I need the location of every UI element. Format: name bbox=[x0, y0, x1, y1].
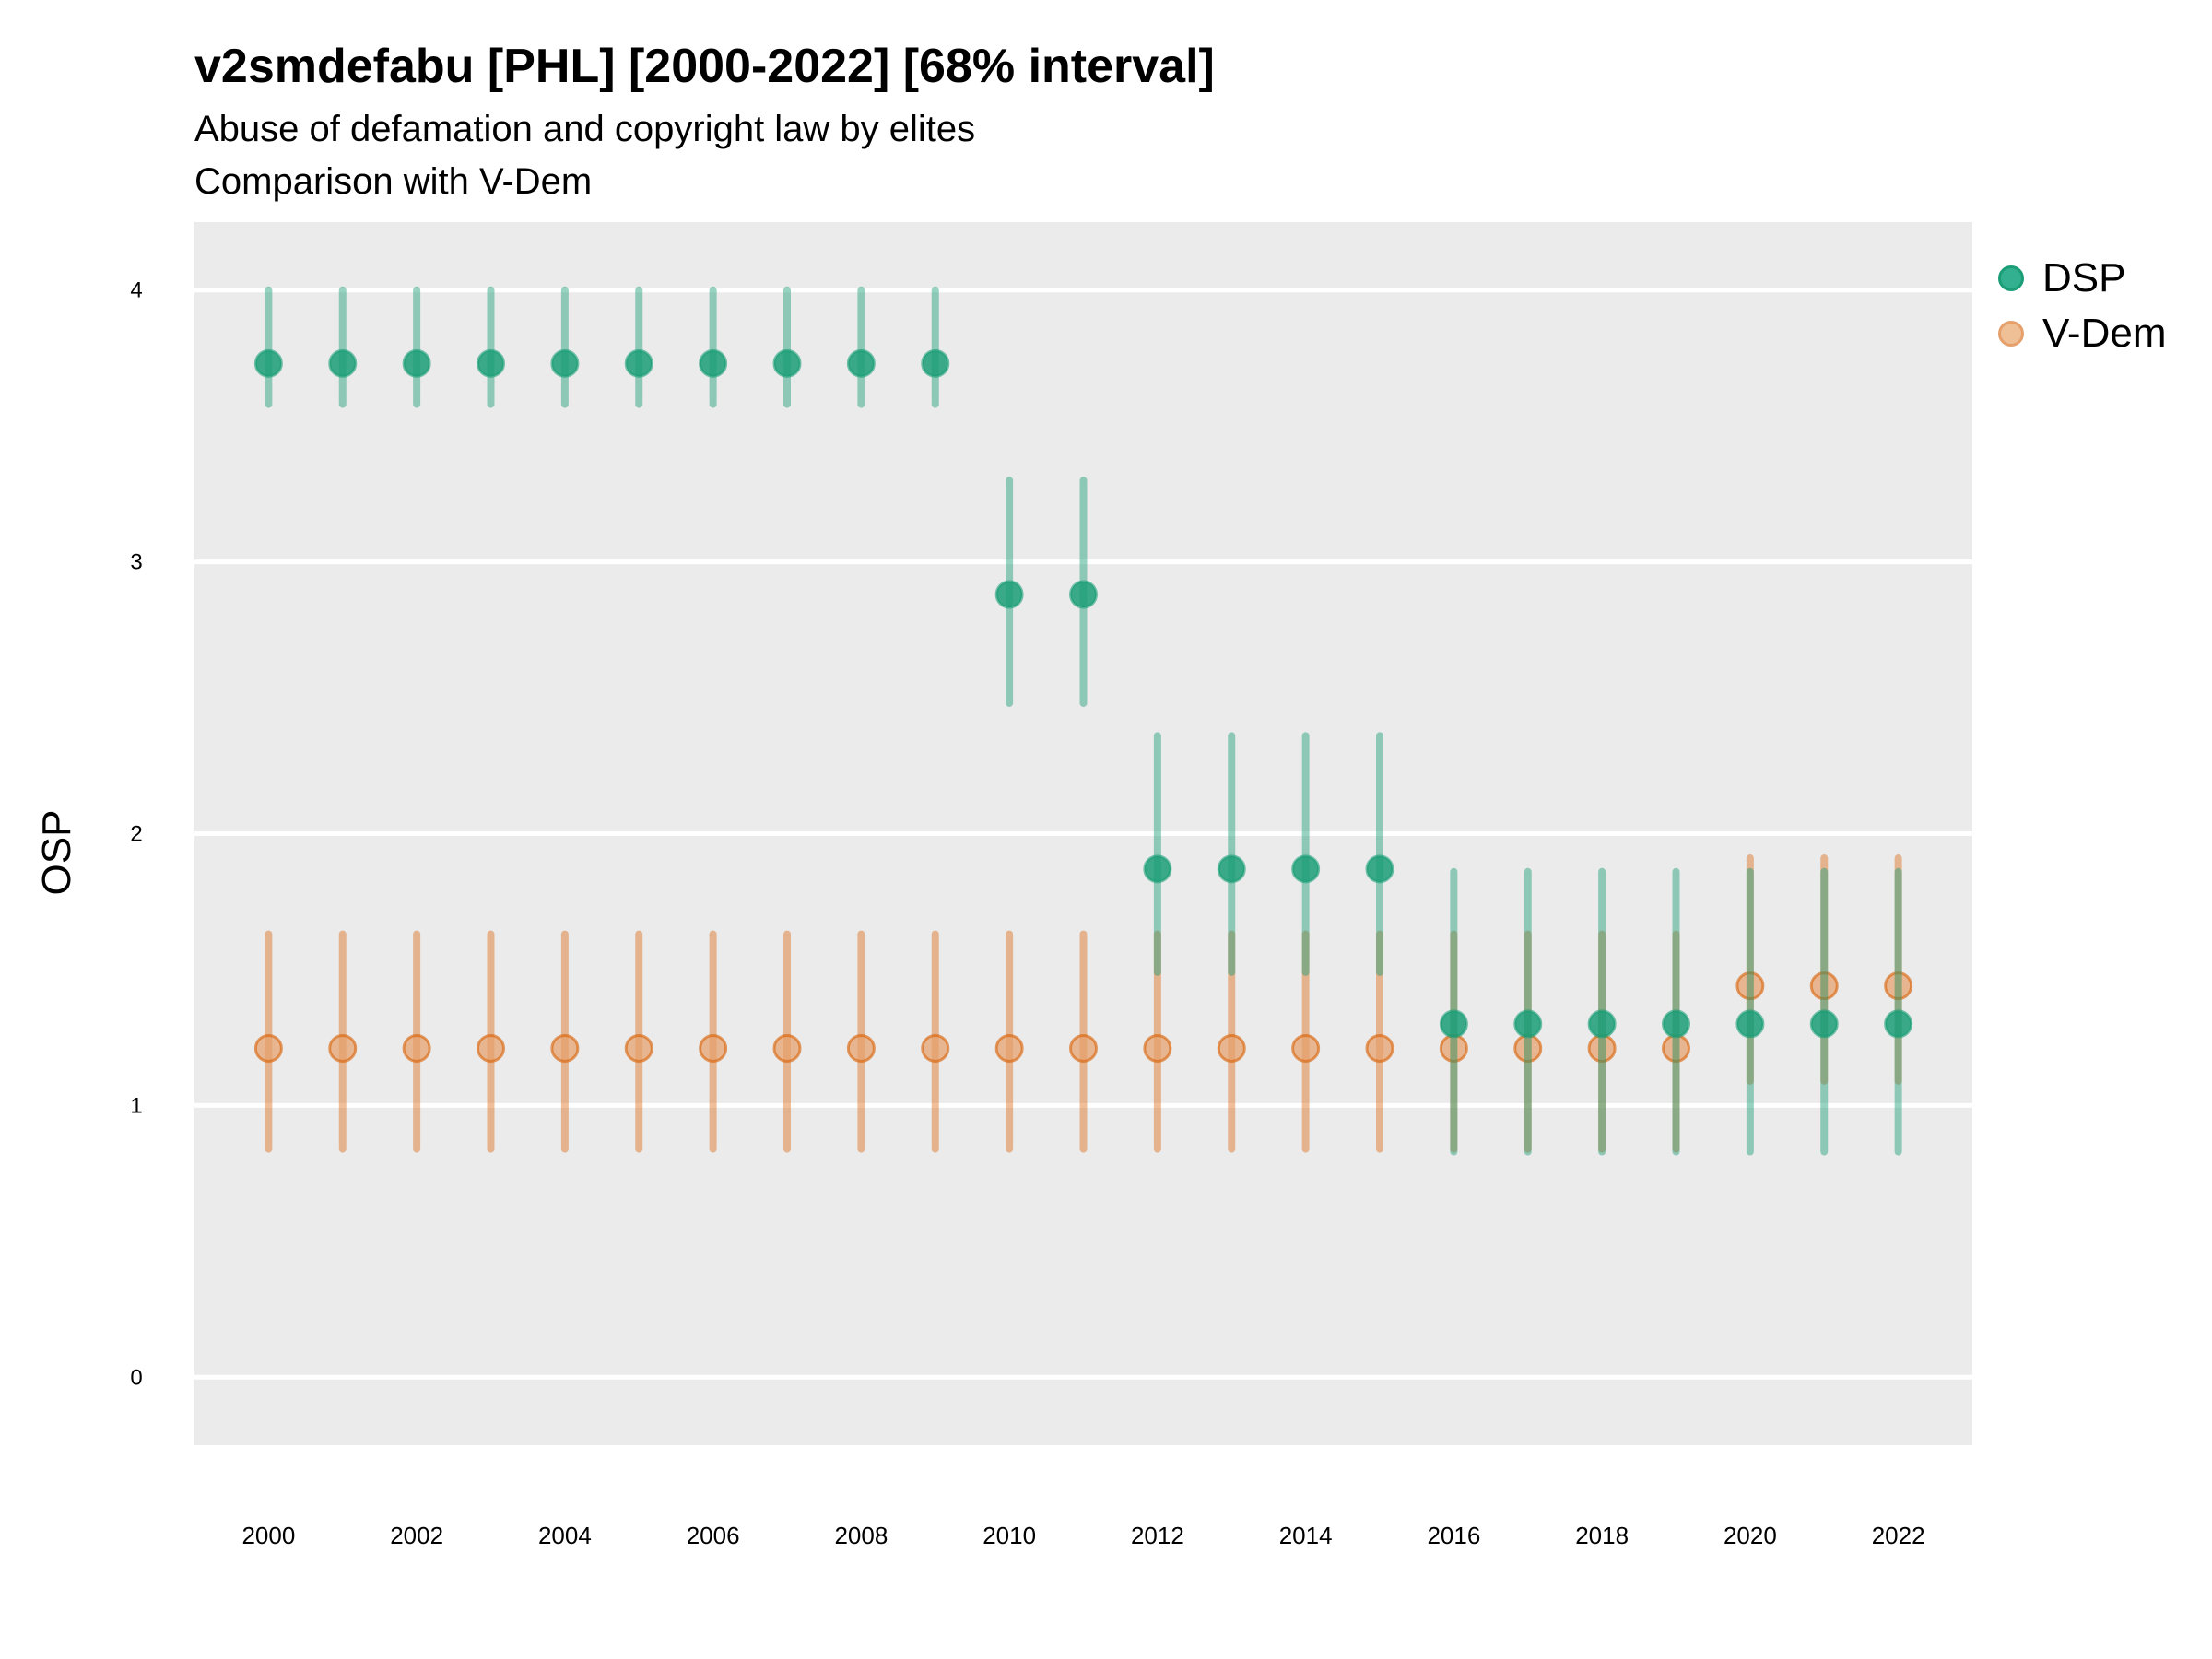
series-vdem bbox=[253, 854, 1913, 1153]
x-tick-label: 2012 bbox=[1131, 1522, 1184, 1549]
vdem-point-2003 bbox=[477, 1033, 505, 1063]
dsp-point-2017 bbox=[1513, 1009, 1543, 1039]
vdem-point-2013 bbox=[1217, 1033, 1246, 1063]
x-tick-label: 2004 bbox=[538, 1522, 592, 1549]
vdem-point-2001 bbox=[328, 1033, 358, 1063]
dsp-point-2003 bbox=[477, 348, 505, 378]
legend-label-vdem: V-Dem bbox=[2042, 311, 2167, 356]
vdem-point-2009 bbox=[921, 1033, 950, 1063]
x-tick-label: 2002 bbox=[390, 1522, 443, 1549]
dsp-point-2015 bbox=[1365, 854, 1394, 884]
gridlines bbox=[194, 288, 1972, 1380]
y-tick-label: 0 bbox=[130, 1365, 142, 1390]
vdem-point-2005 bbox=[624, 1033, 653, 1063]
vdem-point-2015 bbox=[1365, 1033, 1394, 1063]
vdem-point-2010 bbox=[994, 1033, 1024, 1063]
legend-vdem-dot-icon bbox=[1998, 321, 2024, 347]
data-marks bbox=[253, 286, 1913, 1156]
dsp-point-2014 bbox=[1291, 854, 1321, 884]
dsp-point-2022 bbox=[1884, 1009, 1913, 1039]
chart-subtitle-comparison: Comparison with V-Dem bbox=[194, 161, 593, 202]
dsp-point-2012 bbox=[1143, 854, 1172, 884]
dsp-point-2007 bbox=[772, 348, 802, 378]
vdem-point-2008 bbox=[846, 1033, 876, 1063]
y-tick-label: 3 bbox=[130, 550, 142, 575]
x-tick-label: 2008 bbox=[834, 1522, 888, 1549]
legend-item-dsp: DSP bbox=[1998, 251, 2166, 306]
dsp-point-2002 bbox=[402, 348, 431, 378]
chart-title: v2smdefabu [PHL] [2000-2022] [68% interv… bbox=[194, 40, 1215, 93]
y-tick-label: 2 bbox=[130, 822, 142, 847]
series-dsp bbox=[253, 286, 1913, 1156]
dsp-point-2009 bbox=[921, 348, 950, 378]
dsp-point-2000 bbox=[253, 348, 283, 378]
vdem-point-2022 bbox=[1884, 971, 1913, 1001]
x-tick-label: 2022 bbox=[1872, 1522, 1925, 1549]
x-tick-label: 2010 bbox=[982, 1522, 1036, 1549]
x-tick-label: 2006 bbox=[687, 1522, 740, 1549]
chart-subtitle: Abuse of defamation and copyright law by… bbox=[194, 109, 976, 149]
dsp-point-2016 bbox=[1439, 1009, 1468, 1039]
vdem-point-2002 bbox=[402, 1033, 431, 1063]
legend-dsp-dot-icon bbox=[1998, 265, 2024, 291]
legend: DSP V-Dem bbox=[1998, 251, 2166, 361]
dsp-point-2020 bbox=[1735, 1009, 1765, 1039]
dsp-point-2018 bbox=[1587, 1009, 1617, 1039]
vdem-point-2007 bbox=[772, 1033, 802, 1063]
y-tick-label: 1 bbox=[130, 1093, 142, 1118]
dsp-point-2013 bbox=[1217, 854, 1246, 884]
vdem-point-2006 bbox=[699, 1033, 728, 1063]
vdem-point-2011 bbox=[1069, 1033, 1098, 1063]
x-tick-label: 2016 bbox=[1427, 1522, 1480, 1549]
dsp-point-2011 bbox=[1069, 580, 1098, 609]
dsp-point-2021 bbox=[1809, 1009, 1839, 1039]
vdem-point-2000 bbox=[253, 1033, 283, 1063]
vdem-point-2014 bbox=[1291, 1033, 1321, 1063]
dsp-point-2008 bbox=[846, 348, 876, 378]
dsp-point-2004 bbox=[550, 348, 580, 378]
vdem-point-2021 bbox=[1809, 971, 1839, 1001]
vdem-point-2012 bbox=[1143, 1033, 1172, 1063]
y-axis-ticks: 0 1 2 3 4 bbox=[130, 278, 142, 1391]
legend-item-vdem: V-Dem bbox=[1998, 306, 2166, 361]
x-tick-label: 2020 bbox=[1724, 1522, 1777, 1549]
dsp-point-2005 bbox=[624, 348, 653, 378]
vdem-point-2020 bbox=[1735, 971, 1765, 1001]
x-axis-ticks: 2000 2002 2004 2006 2008 2010 2012 2014 2016 2018… bbox=[241, 1522, 1924, 1549]
x-tick-label: 2000 bbox=[241, 1522, 295, 1549]
x-tick-label: 2018 bbox=[1575, 1522, 1629, 1549]
dsp-point-2001 bbox=[328, 348, 358, 378]
dsp-point-2006 bbox=[699, 348, 728, 378]
dsp-point-2019 bbox=[1662, 1009, 1690, 1039]
vdem-point-2004 bbox=[550, 1033, 580, 1063]
x-tick-label: 2014 bbox=[1279, 1522, 1333, 1549]
dsp-point-2010 bbox=[994, 580, 1024, 609]
legend-label-dsp: DSP bbox=[2042, 255, 2126, 300]
y-tick-label: 4 bbox=[130, 278, 142, 303]
